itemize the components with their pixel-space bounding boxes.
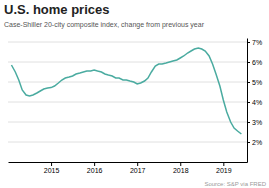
x-tick: 2017	[130, 162, 146, 174]
x-tick: 2016	[87, 162, 103, 174]
y-tick-label: 2%	[252, 139, 262, 146]
plot-area: 2015 2016 2017 2018 2019 2% 3% 4% 5% 6% 7%	[8, 39, 262, 174]
x-tick-mark	[51, 162, 52, 166]
subtitle: Case-Shiller 20-city composite index, ch…	[4, 21, 205, 29]
line	[11, 48, 241, 134]
x-tick-label: 2018	[173, 167, 189, 174]
grid-line	[8, 42, 247, 43]
x-tick-label: 2019	[216, 167, 232, 174]
y-tick-label: 4%	[252, 99, 262, 106]
y-tick: 7%	[247, 39, 262, 46]
y-tick-mark	[247, 142, 250, 143]
grid-line	[8, 122, 247, 123]
y-axis-line	[247, 39, 248, 163]
y-tick-label: 3%	[252, 119, 262, 126]
x-tick-label: 2017	[130, 167, 146, 174]
x-tick: 2019	[216, 162, 232, 174]
x-tick-mark	[223, 162, 224, 166]
x-tick-mark	[137, 162, 138, 166]
y-tick: 2%	[247, 139, 262, 146]
y-tick-mark	[247, 122, 250, 123]
x-axis-line	[9, 162, 248, 163]
marks	[11, 48, 241, 134]
y-tick-label: 7%	[252, 39, 262, 46]
y-tick: 5%	[247, 79, 262, 86]
y-tick: 3%	[247, 119, 262, 126]
source: Source: S&P via FRED	[204, 181, 266, 187]
grid-line	[8, 82, 247, 83]
grid-line	[8, 142, 247, 143]
y-tick-mark	[247, 42, 250, 43]
y-tick-label: 6%	[252, 59, 262, 66]
chart: U.S. home prices Case-Shiller 20-city com…	[0, 0, 269, 188]
y-tick: 6%	[247, 59, 262, 66]
grid-line	[8, 102, 247, 103]
x-tick: 2015	[44, 162, 60, 174]
grid	[8, 42, 247, 142]
title: U.S. home prices	[4, 2, 109, 17]
y-tick-label: 5%	[252, 79, 262, 86]
x-tick-mark	[94, 162, 95, 166]
x-tick: 2018	[173, 162, 189, 174]
x-tick-label: 2015	[44, 167, 60, 174]
y-tick-mark	[247, 82, 250, 83]
x-tick-mark	[180, 162, 181, 166]
y-tick: 4%	[247, 99, 262, 106]
x-axis: 2015 2016 2017 2018 2019	[9, 162, 248, 174]
y-axis: 2% 3% 4% 5% 6% 7%	[247, 39, 262, 163]
y-tick-mark	[247, 102, 250, 103]
x-tick-label: 2016	[87, 167, 103, 174]
y-tick-mark	[247, 62, 250, 63]
